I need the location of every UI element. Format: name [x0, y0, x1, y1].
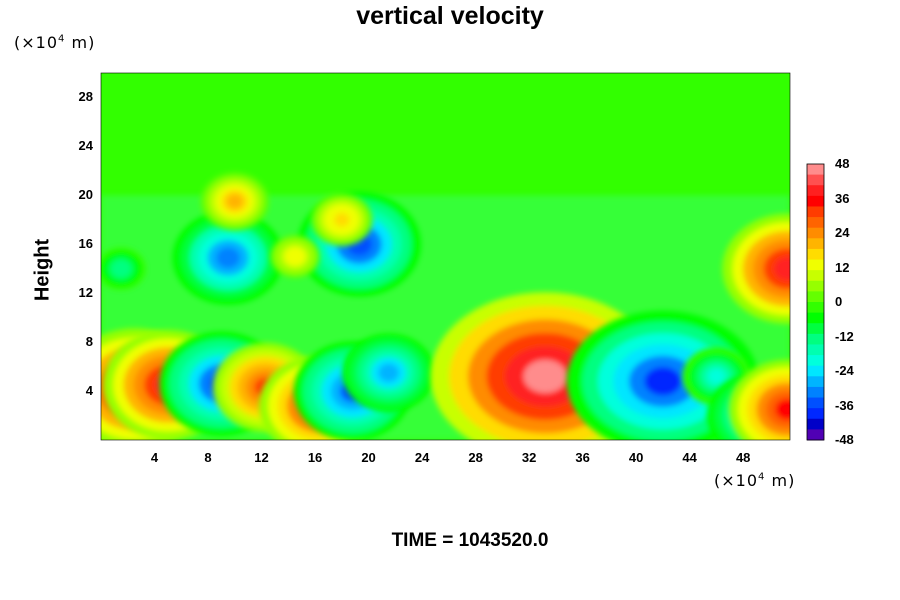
colorbar-swatch	[807, 291, 824, 303]
heatmap-cell	[270, 235, 320, 278]
colorbar-swatch	[807, 418, 824, 430]
colorbar-swatch	[807, 429, 824, 441]
colorbar-swatch	[807, 376, 824, 388]
x-tick-label: 28	[468, 450, 483, 465]
heatmap-cell	[101, 247, 146, 290]
colorbar-swatch	[807, 238, 824, 250]
y-axis-unit: (×104 m)	[14, 33, 96, 52]
x-tick-label: 12	[254, 450, 269, 465]
colorbar-swatch	[807, 365, 824, 377]
y-tick-label: 8	[85, 334, 93, 350]
colorbar-swatch	[807, 355, 824, 367]
heatmap-cell	[200, 172, 269, 231]
colorbar-swatch	[807, 312, 824, 324]
y-tick-label: 20	[78, 187, 93, 203]
colorbar-swatch	[807, 164, 824, 176]
y-tick-label: 28	[78, 89, 93, 105]
colorbar-swatch	[807, 217, 824, 229]
colorbar-swatch	[807, 302, 824, 314]
colorbar	[806, 163, 825, 441]
colorbar-tick-label: -36	[835, 397, 854, 413]
colorbar-swatch	[807, 185, 824, 197]
colorbar-swatch	[807, 270, 824, 282]
heatmap-cell	[310, 193, 373, 247]
heatmap-cell	[342, 333, 436, 413]
colorbar-swatch	[807, 206, 824, 218]
x-tick-label: 8	[204, 450, 212, 465]
x-axis-unit: (×104 m)	[714, 471, 796, 490]
x-tick-label: 24	[414, 450, 430, 465]
y-tick-label: 4	[85, 383, 93, 399]
colorbar-swatch	[807, 227, 824, 239]
colorbar-swatch	[807, 280, 824, 292]
y-tick-label: 16	[78, 236, 93, 252]
x-tick-label: 48	[735, 450, 751, 465]
colorbar-swatch	[807, 248, 824, 261]
x-tick-label: 4	[150, 450, 159, 465]
colorbar-frame	[806, 163, 825, 441]
x-tick-label: 16	[307, 450, 323, 465]
colorbar-swatch	[807, 333, 824, 345]
x-tick-label: 44	[682, 450, 697, 465]
colorbar-swatch	[807, 195, 824, 207]
colorbar-tick-label: 12	[835, 259, 850, 275]
colorbar-tick-label: 48	[835, 156, 850, 171]
colorbar-swatch	[807, 386, 824, 399]
chart-title: vertical velocity	[356, 2, 544, 30]
colorbar-tick-label: -12	[835, 328, 854, 344]
colorbar-tick-label: -24	[835, 363, 854, 378]
colorbar-tick-label: 36	[835, 190, 850, 206]
plot-frame	[100, 72, 791, 441]
colorbar-swatch	[807, 259, 824, 271]
x-tick-label: 36	[575, 450, 590, 465]
y-tick-label: 12	[78, 285, 93, 301]
colorbar-swatch	[807, 397, 824, 409]
colorbar-swatch	[807, 323, 824, 335]
time-label: TIME = 1043520.0	[391, 530, 549, 551]
heatmap-cell	[722, 213, 790, 324]
colorbar-swatch	[807, 174, 824, 186]
x-tick-label: 40	[628, 450, 644, 465]
colorbar-tick-label: 24	[835, 225, 850, 240]
colorbar-swatch	[807, 408, 824, 420]
x-tick-label: 20	[361, 450, 376, 465]
y-tick-label: 24	[78, 138, 93, 154]
colorbar-tick-label: 0	[835, 294, 843, 309]
colorbar-swatch	[807, 344, 824, 356]
x-tick-label: 32	[521, 450, 537, 465]
colorbar-tick-label: -48	[835, 432, 854, 447]
heatmap-cell	[172, 210, 284, 305]
heatmap-cell	[728, 359, 790, 440]
